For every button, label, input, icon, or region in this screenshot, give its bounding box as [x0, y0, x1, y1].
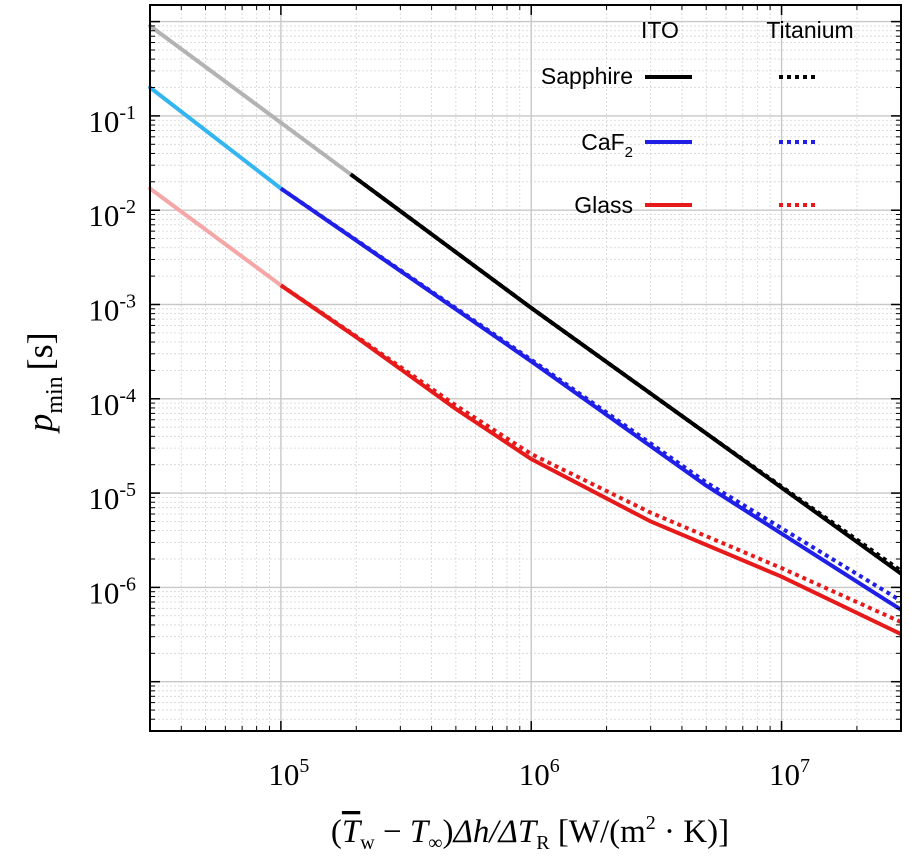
legend: ITO Titanium Sapphire CaF2 Glass: [541, 17, 854, 218]
series-line-caf2-ito-faded: [148, 85, 283, 191]
x-tick-label: 105: [268, 755, 309, 792]
legend-column-ito: ITO: [641, 17, 679, 43]
series-line-glass-titanium: [279, 283, 902, 624]
y-tick-labels: 10-1 10-2 10-3 10-4 10-5 10-6: [88, 102, 136, 610]
x-tick-label: 106: [519, 755, 560, 792]
series-group: [148, 23, 903, 636]
y-tick-label: 10-3: [88, 291, 136, 328]
series-line-glass-ito-faded: [148, 186, 283, 288]
legend-label-glass: Glass: [574, 192, 633, 218]
y-tick-label: 10-6: [88, 573, 136, 610]
tick-marks: [149, 5, 902, 732]
series-line-sapphire-ito-faded: [148, 23, 353, 177]
legend-label-sapphire: Sapphire: [541, 63, 633, 89]
y-tick-label: 10-2: [88, 196, 136, 233]
plot-frame: [149, 4, 902, 732]
y-tick-label: 10-5: [88, 479, 136, 516]
x-axis-label: (Tw − T∞)Δh/ΔTR [W/(m2 · K)]: [331, 812, 729, 854]
legend-column-titanium: Titanium: [766, 17, 853, 43]
series-line-glass-ito: [279, 283, 902, 636]
y-tick-label: 10-4: [88, 385, 136, 422]
series-line-sapphire-titanium: [349, 172, 903, 573]
y-axis-label: pmin[s]: [20, 332, 68, 434]
y-tick-label: 10-1: [88, 102, 136, 139]
grid-minor: [149, 5, 902, 732]
x-tick-labels: 105 106 107: [268, 755, 810, 792]
series-line-caf2-titanium: [279, 186, 903, 603]
grid-major: [150, 5, 901, 731]
legend-label-caf2: CaF2: [581, 129, 633, 161]
x-tick-label: 107: [769, 755, 810, 792]
